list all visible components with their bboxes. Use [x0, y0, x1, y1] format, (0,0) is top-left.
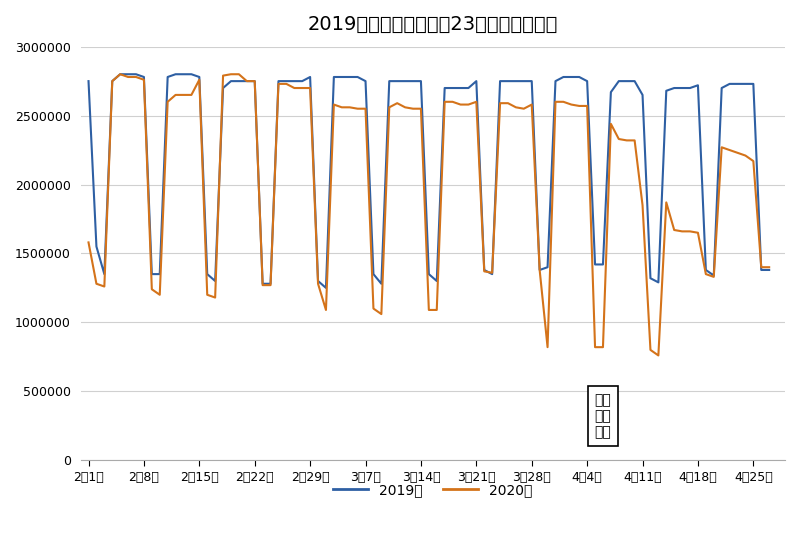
Line: 2019年: 2019年	[89, 74, 769, 288]
2019年	[440, 85, 450, 91]
Title: 2019年との比較　東京23区への来訪者数: 2019年との比較 東京23区への来訪者数	[308, 15, 558, 34]
2020年	[646, 347, 655, 353]
2020年	[290, 85, 299, 91]
2019年	[84, 78, 94, 85]
2019年	[654, 279, 663, 286]
2019年	[764, 266, 774, 273]
2020年	[377, 311, 386, 317]
2019年	[202, 271, 212, 277]
2020年	[242, 78, 252, 85]
2020年	[84, 239, 94, 246]
2019年	[290, 78, 299, 85]
2019年	[115, 71, 125, 78]
2020年	[764, 264, 774, 270]
2019年	[385, 78, 394, 85]
2019年	[321, 284, 330, 291]
2019年	[242, 78, 252, 85]
2020年	[115, 71, 125, 78]
Line: 2020年: 2020年	[89, 74, 769, 355]
2020年	[202, 292, 212, 298]
2020年	[654, 352, 663, 359]
2020年	[432, 307, 442, 313]
Text: 非常
事態
宣言: 非常 事態 宣言	[594, 393, 611, 440]
Legend: 2019年, 2020年: 2019年, 2020年	[327, 478, 538, 503]
